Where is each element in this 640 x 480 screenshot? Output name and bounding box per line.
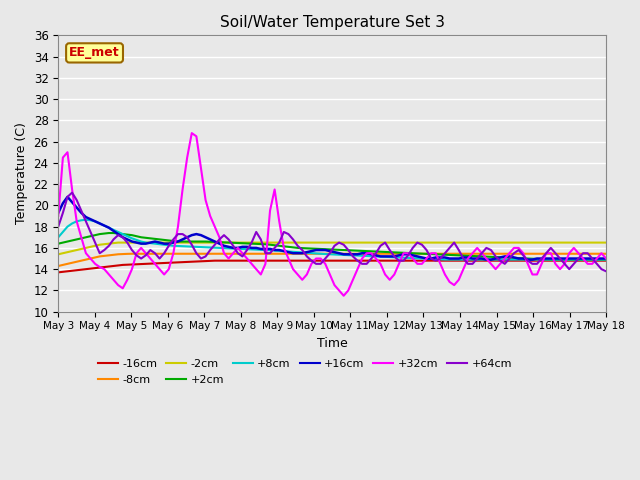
-16cm: [170, 260, 177, 265]
-16cm: [492, 258, 499, 264]
+8cm: [82, 217, 90, 223]
+64cm: [588, 256, 596, 262]
-2cm: [363, 240, 371, 245]
+2cm: [492, 254, 499, 260]
Line: +16cm: +16cm: [58, 197, 606, 260]
+64cm: [174, 231, 182, 237]
+64cm: [436, 256, 444, 262]
-16cm: [436, 258, 444, 264]
+16cm: [436, 254, 444, 260]
Y-axis label: Temperature (C): Temperature (C): [15, 122, 28, 225]
+8cm: [441, 257, 449, 263]
-8cm: [492, 251, 499, 257]
-2cm: [54, 252, 62, 257]
Title: Soil/Water Temperature Set 3: Soil/Water Temperature Set 3: [220, 15, 445, 30]
+64cm: [363, 261, 371, 267]
+32cm: [497, 261, 504, 267]
-16cm: [202, 258, 209, 264]
Text: EE_met: EE_met: [69, 47, 120, 60]
-2cm: [436, 240, 444, 245]
+32cm: [441, 272, 449, 277]
Line: -2cm: -2cm: [58, 242, 606, 254]
+8cm: [602, 257, 610, 263]
+64cm: [492, 253, 499, 259]
Line: +64cm: +64cm: [58, 192, 606, 271]
-16cm: [588, 258, 596, 264]
-2cm: [602, 240, 610, 245]
+16cm: [174, 239, 182, 244]
+64cm: [54, 224, 62, 229]
+2cm: [436, 252, 444, 257]
+32cm: [188, 130, 196, 136]
+2cm: [593, 257, 601, 263]
+8cm: [206, 245, 214, 251]
+64cm: [602, 268, 610, 274]
-2cm: [206, 240, 214, 245]
+32cm: [170, 251, 177, 256]
+32cm: [367, 251, 375, 256]
+32cm: [593, 256, 601, 262]
+16cm: [63, 194, 71, 200]
+2cm: [174, 239, 182, 244]
+16cm: [54, 210, 62, 216]
-16cm: [363, 258, 371, 264]
X-axis label: Time: Time: [317, 337, 348, 350]
+16cm: [497, 254, 504, 260]
+16cm: [206, 237, 214, 242]
-8cm: [436, 251, 444, 257]
Line: +8cm: +8cm: [58, 220, 606, 260]
+8cm: [593, 257, 601, 263]
-16cm: [54, 269, 62, 275]
-8cm: [206, 251, 214, 257]
-8cm: [363, 251, 371, 257]
+8cm: [497, 257, 504, 263]
+32cm: [54, 213, 62, 219]
-8cm: [128, 251, 136, 257]
Line: +32cm: +32cm: [58, 133, 606, 296]
+64cm: [206, 247, 214, 253]
+2cm: [547, 257, 555, 263]
+8cm: [54, 234, 62, 240]
Line: -16cm: -16cm: [58, 261, 606, 272]
+2cm: [602, 257, 610, 263]
Legend: -16cm, -8cm, -2cm, +2cm, +8cm, +16cm, +32cm, +64cm: -16cm, -8cm, -2cm, +2cm, +8cm, +16cm, +3…: [93, 355, 516, 389]
-8cm: [588, 251, 596, 257]
+16cm: [602, 256, 610, 262]
+2cm: [363, 248, 371, 254]
-8cm: [54, 263, 62, 269]
+2cm: [54, 241, 62, 247]
-2cm: [115, 240, 122, 245]
+64cm: [68, 190, 76, 195]
+2cm: [105, 230, 113, 236]
+8cm: [363, 253, 371, 259]
+8cm: [174, 243, 182, 249]
Line: +2cm: +2cm: [58, 233, 606, 260]
-16cm: [602, 258, 610, 264]
+16cm: [363, 251, 371, 256]
+32cm: [602, 256, 610, 262]
-16cm: [211, 258, 219, 264]
-8cm: [602, 251, 610, 257]
-2cm: [588, 240, 596, 245]
+16cm: [483, 257, 490, 263]
+16cm: [593, 256, 601, 262]
-2cm: [174, 240, 182, 245]
-8cm: [174, 251, 182, 257]
+8cm: [436, 256, 444, 262]
+32cm: [340, 293, 348, 299]
+2cm: [206, 239, 214, 245]
+32cm: [206, 213, 214, 219]
Line: -8cm: -8cm: [58, 254, 606, 266]
-2cm: [492, 240, 499, 245]
